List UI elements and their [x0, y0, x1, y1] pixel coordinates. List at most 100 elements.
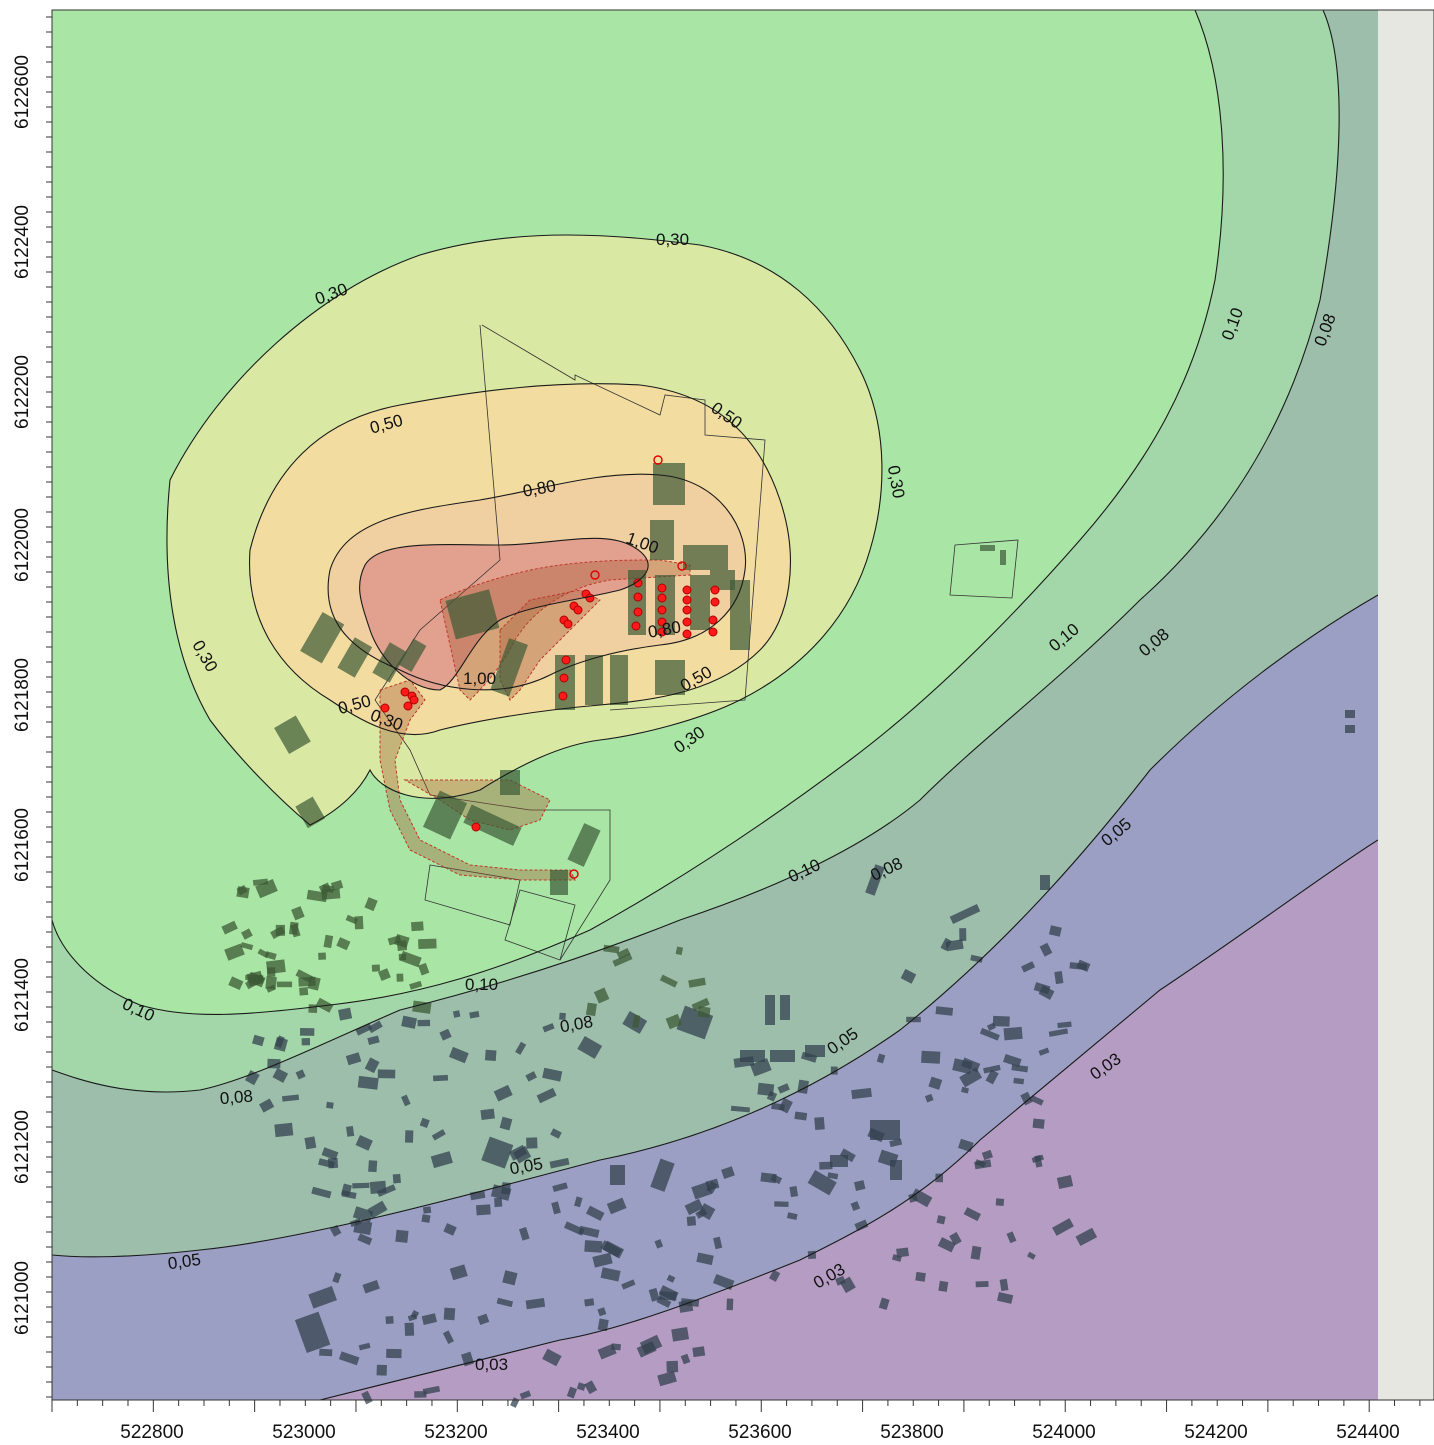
building — [392, 1173, 401, 1184]
building — [418, 938, 437, 949]
building — [439, 1028, 452, 1041]
building — [352, 1182, 370, 1189]
building — [378, 968, 391, 981]
building — [1029, 1095, 1044, 1106]
label-0-03-c: 0,03 — [475, 1355, 508, 1374]
building — [999, 1278, 1009, 1292]
label-1-00-b: 1,00 — [463, 669, 496, 688]
building — [712, 1274, 735, 1290]
building — [519, 1390, 532, 1400]
building — [358, 1342, 371, 1351]
building — [671, 1326, 690, 1342]
building — [542, 1023, 555, 1033]
building — [1057, 1021, 1072, 1029]
isoline-0-80 — [327, 473, 747, 691]
building — [1013, 1077, 1025, 1085]
building — [401, 1015, 417, 1029]
building — [771, 1102, 785, 1111]
building — [433, 1074, 449, 1082]
y-tick-label: 6122600 — [12, 55, 33, 129]
building — [697, 1006, 711, 1018]
building — [265, 976, 277, 990]
building — [301, 1038, 311, 1046]
building — [357, 1075, 379, 1090]
building — [299, 987, 309, 996]
emission-source — [400, 687, 410, 697]
building — [525, 1071, 537, 1082]
building — [970, 1245, 982, 1260]
building — [386, 1348, 402, 1359]
emission-source — [657, 605, 667, 615]
building — [1031, 1154, 1045, 1163]
building — [584, 1380, 598, 1395]
y-tick-label: 6122000 — [12, 508, 33, 582]
building — [1020, 1091, 1033, 1106]
building — [1076, 959, 1091, 972]
building — [760, 1172, 777, 1184]
building — [1054, 971, 1064, 985]
building — [367, 1035, 380, 1046]
building — [665, 1013, 682, 1030]
building — [368, 1160, 378, 1173]
building — [304, 1136, 317, 1150]
emission-source — [682, 585, 692, 595]
building — [985, 1069, 999, 1085]
building — [274, 1122, 294, 1138]
y-tick-label: 6121200 — [12, 1110, 33, 1184]
building — [774, 1201, 789, 1207]
building — [318, 952, 327, 960]
site-buildings — [274, 463, 1006, 895]
x-tick-label: 523800 — [880, 1422, 943, 1443]
emission-source — [403, 701, 413, 711]
building — [377, 1069, 396, 1079]
building — [443, 1223, 457, 1236]
isoline-0-10 — [52, 10, 1224, 1015]
building — [1052, 1218, 1074, 1236]
building — [900, 968, 917, 984]
building — [877, 1149, 899, 1168]
building — [910, 1188, 933, 1208]
building — [603, 944, 620, 954]
emission-source — [633, 592, 643, 602]
emission-source — [708, 627, 718, 637]
building — [1048, 925, 1062, 937]
building — [371, 964, 381, 972]
building — [958, 1138, 974, 1152]
emission-source — [657, 593, 667, 603]
emission-source — [682, 595, 692, 605]
building — [612, 953, 633, 967]
building — [443, 1307, 456, 1321]
building — [291, 906, 305, 921]
building — [376, 1364, 387, 1376]
label-0-08-e: 0,08 — [219, 1086, 254, 1108]
building — [585, 1002, 597, 1017]
isoline-0-08 — [52, 10, 1340, 1093]
building — [417, 1019, 431, 1027]
building — [819, 1161, 833, 1170]
building — [1056, 1175, 1074, 1189]
building — [515, 1041, 527, 1055]
building — [275, 924, 285, 936]
building — [566, 1386, 578, 1399]
emission-source — [561, 655, 571, 665]
emission-source — [708, 615, 718, 625]
building — [493, 1084, 513, 1102]
building — [692, 1346, 706, 1358]
building — [526, 1137, 538, 1149]
emission-source — [657, 617, 667, 627]
building — [959, 928, 967, 941]
building — [814, 1116, 825, 1131]
building — [600, 1267, 621, 1282]
building — [395, 1229, 409, 1243]
building — [675, 946, 684, 956]
building — [639, 1334, 663, 1355]
building — [240, 928, 253, 940]
building — [411, 921, 424, 932]
building — [959, 1067, 983, 1088]
emission-source — [710, 585, 720, 595]
building — [404, 1322, 415, 1336]
building — [421, 1214, 431, 1223]
building — [876, 1053, 886, 1064]
building — [578, 1225, 600, 1238]
building — [376, 1184, 396, 1197]
